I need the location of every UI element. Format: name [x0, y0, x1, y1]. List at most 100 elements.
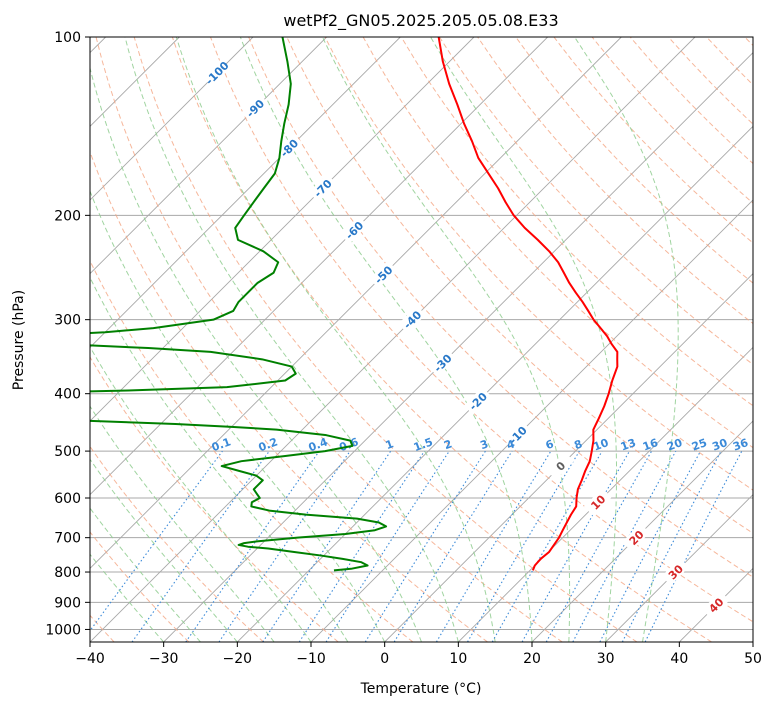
mixing-ratio-lines	[90, 450, 743, 642]
x-tick-label: −30	[149, 651, 179, 667]
mixing-ratio-label: 30	[710, 436, 729, 454]
mixing-ratio-line-2	[325, 450, 450, 642]
y-tick-label: 900	[54, 595, 81, 611]
isotherm-lines	[90, 37, 753, 642]
isotherm-50	[752, 641, 753, 642]
isotherm--50	[90, 37, 622, 569]
isotherm--60	[90, 37, 548, 496]
dry-adiabat-20	[95, 37, 563, 642]
isotherm-label-bg	[398, 305, 426, 334]
isotherm-label-bg	[546, 451, 575, 480]
mixing-ratio-line-20	[572, 450, 677, 642]
x-tick-label: −40	[75, 651, 105, 667]
moist-adiabat-lines	[90, 37, 679, 642]
moist-adiabat--15	[90, 405, 275, 642]
y-tick-label: 500	[54, 444, 81, 460]
isotherm-label-bg	[428, 348, 457, 377]
moist-adiabat--20	[90, 458, 238, 642]
mixing-ratio-label: 6	[544, 437, 556, 452]
isotherm-10	[458, 346, 753, 642]
isotherm-label-bg	[503, 421, 532, 449]
moist-adiabat-15	[175, 37, 496, 642]
dry-adiabat-10	[90, 150, 488, 642]
y-axis-ticks: 1000 900 800 700 600 500 400 300 200 100	[45, 30, 90, 638]
mixing-ratio-line-25	[599, 450, 702, 642]
dry-adiabat-170	[668, 37, 753, 125]
y-tick-label: 700	[54, 531, 81, 547]
moist-adiabat-30	[430, 37, 618, 642]
mixing-ratio-label: 4	[505, 437, 517, 452]
x-axis-label: Temperature (°C)	[360, 681, 482, 697]
mixing-ratio-label: 25	[690, 436, 709, 453]
isotherm-label: -100	[203, 59, 232, 88]
x-tick-label: 20	[523, 651, 541, 667]
mixing-ratio-label: 8	[572, 437, 584, 452]
temperature-profile-line	[437, 37, 619, 571]
isotherm-0	[384, 273, 753, 642]
moist-adiabat-20	[239, 37, 533, 642]
dry-adiabat-100	[400, 37, 753, 407]
mixing-ratio-line-16	[545, 450, 653, 642]
dry-adiabat-30	[133, 37, 638, 642]
mixing-ratio-line-0.4	[185, 450, 320, 642]
dry-adiabat-80	[324, 37, 753, 491]
isotherm--70	[90, 37, 475, 422]
moist-adiabat-10	[124, 37, 459, 642]
isotherm--40	[90, 37, 696, 642]
y-tick-label: 1000	[45, 622, 81, 638]
y-tick-label: 800	[54, 565, 81, 581]
isotherm-label-bg	[369, 260, 397, 289]
isotherm--10	[310, 199, 753, 642]
dry-adiabat--30	[90, 531, 190, 642]
moist-adiabat-5	[90, 66, 422, 642]
y-tick-label: 100	[54, 30, 81, 46]
mixing-ratio-label: 36	[731, 436, 750, 454]
mixing-ratio-label: 1	[384, 437, 396, 452]
mixing-ratio-line-1	[262, 450, 392, 642]
isotherm-label-bg	[241, 94, 269, 122]
isotherm-label-bg	[202, 58, 231, 87]
isotherm-label-bg	[340, 216, 368, 244]
moist-adiabat-35	[574, 37, 679, 642]
mixing-ratio-line-0.6	[218, 450, 351, 642]
x-tick-label: −20	[223, 651, 253, 667]
dry-adiabat-150	[591, 37, 753, 204]
plot-area: -100-90-80-70-60-50-40-30-20-10010203040…	[90, 37, 753, 642]
moist-adiabat-0	[90, 189, 386, 642]
mixing-ratio-line-36	[644, 450, 743, 642]
x-axis-ticks: −40 −30 −20 −10 0 10 20 30 40 50	[75, 642, 762, 667]
dry-adiabat-190	[744, 37, 753, 47]
mixing-ratio-line-8	[467, 450, 580, 642]
isotherm-30	[605, 494, 753, 642]
dewpoint-profile-line	[90, 37, 388, 572]
mixing-ratio-line-1.5	[298, 450, 425, 642]
isotherm--90	[90, 37, 327, 275]
x-tick-label: 50	[744, 651, 762, 667]
mixing-ratio-labels: 0.1 0.2 0.4 0.6 1 1.5 2 3 4 6 8 10 13 16 20 25 30 36	[210, 435, 750, 454]
plot-frame	[89, 36, 754, 643]
isotherm-label-bg	[702, 591, 730, 619]
y-tick-label: 300	[54, 313, 81, 329]
mixing-ratio-label: 1.5	[412, 435, 435, 454]
mixing-ratio-label: 0.2	[257, 435, 280, 454]
isotherm-label-bg	[661, 557, 690, 586]
y-tick-label: 400	[54, 387, 81, 403]
mixing-ratio-label: 3	[478, 437, 490, 452]
x-tick-label: 30	[597, 651, 615, 667]
isotherm-40	[679, 567, 753, 642]
mixing-ratio-label: 0.4	[307, 435, 330, 454]
mixing-ratio-label: 13	[619, 436, 638, 453]
isotherm-label-bg	[622, 523, 650, 552]
mixing-ratio-line-4	[393, 450, 513, 642]
dry-adiabat-0	[90, 259, 414, 642]
mixing-ratio-label: 20	[665, 436, 684, 454]
x-tick-label: 10	[449, 651, 467, 667]
isotherm--100	[90, 37, 254, 201]
moist-adiabat-25	[322, 37, 571, 642]
moist-adiabat--25	[90, 507, 201, 642]
isotherm-label-bg	[583, 488, 612, 516]
dry-adiabat--10	[90, 356, 339, 642]
dry-adiabat-180	[706, 37, 753, 86]
moist-adiabat--10	[90, 345, 312, 642]
